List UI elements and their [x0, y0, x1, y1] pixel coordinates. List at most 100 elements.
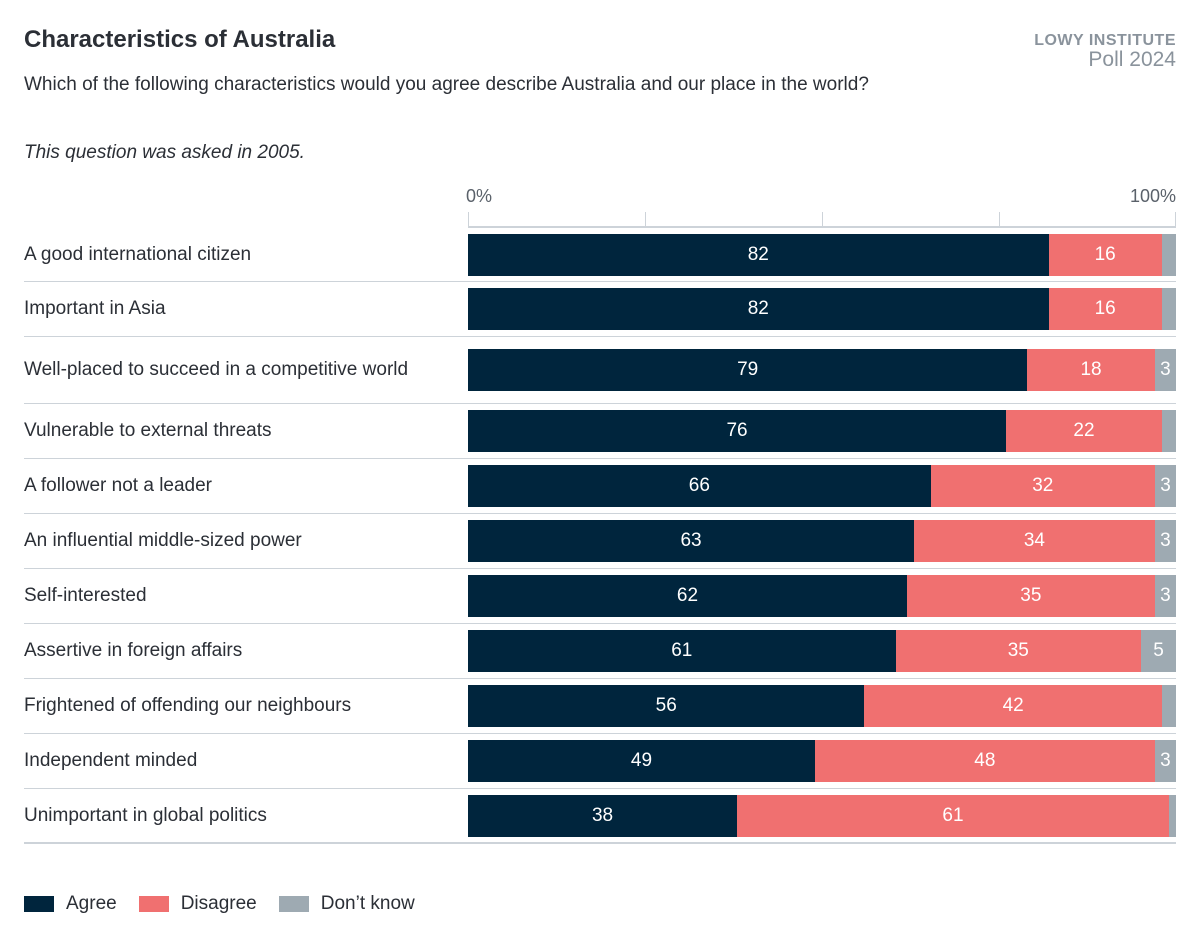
- bar-segment-disagree: 61: [737, 794, 1169, 837]
- bar-segment-disagree: 16: [1048, 233, 1162, 276]
- chart-row: An influential middle-sized power 63 34 3: [24, 514, 1176, 569]
- chart-row: Assertive in foreign affairs 61 35 5: [24, 624, 1176, 679]
- bar-segment-agree: 76: [468, 410, 1007, 452]
- bar-segment-dont-know: [1161, 685, 1176, 727]
- bar-segment-disagree: 42: [864, 685, 1162, 727]
- data-label: 49: [630, 750, 653, 771]
- stacked-bar: 79 18 3: [468, 349, 1176, 391]
- bar-segment-agree: 79: [468, 349, 1028, 391]
- bar-segment-dont-know: 3: [1154, 740, 1176, 782]
- data-label: 76: [726, 420, 748, 441]
- data-label: 42: [1002, 695, 1024, 716]
- data-label: 3: [1160, 530, 1171, 551]
- data-label: 16: [1094, 298, 1116, 319]
- category-label: Self-interested: [24, 585, 147, 606]
- tick-label-0: 0%: [466, 186, 493, 206]
- chart-note: This question was asked in 2005.: [24, 142, 305, 163]
- bar-segment-agree: 49: [468, 740, 815, 782]
- bar-segment-disagree: 35: [906, 575, 1155, 617]
- bar-segment-agree: 62: [468, 575, 907, 617]
- legend-swatch: [138, 896, 169, 912]
- brand-name: LOWY INSTITUTE: [1034, 32, 1176, 49]
- bar-segment-dont-know: [1161, 410, 1176, 452]
- category-label: A follower not a leader: [24, 475, 213, 496]
- data-label: 18: [1080, 359, 1102, 380]
- chart-row: A good international citizen 82 16: [24, 228, 1176, 282]
- data-label: 66: [688, 475, 710, 496]
- category-label: A good international citizen: [24, 243, 252, 265]
- data-label: 22: [1073, 420, 1095, 441]
- data-label: 82: [747, 298, 769, 319]
- bar-segment-agree: 56: [468, 685, 865, 727]
- data-label: 3: [1160, 585, 1171, 606]
- bar-segment-agree: 82: [468, 233, 1049, 276]
- category-label: An influential middle-sized power: [24, 530, 302, 551]
- chart-row: Unimportant in global politics 38 61: [24, 789, 1176, 844]
- data-label: 61: [942, 804, 964, 826]
- bar-segment-disagree: 48: [814, 740, 1155, 782]
- bar-segment-dont-know: 3: [1154, 465, 1176, 507]
- category-label: Independent minded: [24, 750, 198, 771]
- data-label: 56: [655, 695, 677, 716]
- legend-label: Don’t know: [320, 893, 415, 914]
- chart-subtitle: Which of the following characteristics w…: [24, 74, 869, 95]
- legend: Agree Disagree Don’t know: [24, 893, 437, 915]
- bar-segment-disagree: 16: [1048, 288, 1162, 330]
- chart-row: Well-placed to succeed in a competitive …: [24, 337, 1176, 404]
- data-label: 35: [1020, 585, 1042, 606]
- bar-segment-disagree: 18: [1027, 349, 1155, 391]
- data-label: 48: [974, 750, 996, 771]
- category-label: Assertive in foreign affairs: [24, 640, 243, 661]
- data-label: 61: [671, 640, 693, 661]
- brand-logo: LOWY INSTITUTE Poll 2024: [1034, 32, 1176, 70]
- stacked-bar: 38 61: [468, 794, 1176, 837]
- stacked-bar: 76 22: [468, 410, 1176, 452]
- stacked-bar: 82 16: [468, 233, 1176, 276]
- brand-poll: Poll 2024: [1088, 48, 1176, 71]
- data-label: 3: [1160, 475, 1171, 496]
- data-label: 16: [1094, 243, 1116, 265]
- stacked-bar: 63 34 3: [468, 520, 1176, 562]
- chart-row: Self-interested 62 35 3: [24, 569, 1176, 624]
- bar-segment-dont-know: 3: [1154, 349, 1176, 391]
- category-label: Well-placed to succeed in a competitive …: [24, 359, 409, 380]
- data-label: 63: [680, 530, 702, 551]
- bar-segment-disagree: 22: [1006, 410, 1162, 452]
- stacked-bar: 56 42: [468, 685, 1176, 727]
- bar-segment-dont-know: [1168, 794, 1176, 837]
- bar-segment-disagree: 35: [895, 630, 1141, 672]
- data-label: 38: [591, 804, 614, 826]
- category-label: Vulnerable to external threats: [24, 420, 272, 441]
- tick-50: [822, 212, 823, 226]
- stacked-bar: 82 16: [468, 288, 1176, 330]
- data-label: 5: [1153, 640, 1164, 661]
- stacked-bar: 62 35 3: [468, 575, 1176, 617]
- bar-segment-agree: 63: [468, 520, 915, 562]
- chart-rows: A good international citizen 82 16 Importan…: [24, 228, 1176, 844]
- bar-segment-dont-know: [1161, 233, 1176, 276]
- data-label: 79: [737, 359, 759, 380]
- tick-75: [999, 212, 1000, 226]
- tick-label-100: 100%: [1129, 186, 1176, 206]
- data-label: 34: [1023, 530, 1045, 551]
- chart-row: Important in Asia 82 16: [24, 282, 1176, 337]
- bar-segment-dont-know: 3: [1154, 520, 1176, 562]
- legend-item: Disagree: [138, 893, 257, 915]
- data-label: 3: [1160, 359, 1171, 380]
- chart-title: Characteristics of Australia: [24, 26, 336, 53]
- category-label: Unimportant in global politics: [24, 804, 267, 826]
- tick-25: [645, 212, 646, 226]
- legend-item: Agree: [24, 893, 117, 915]
- data-label: 32: [1032, 475, 1054, 496]
- stacked-bar: 66 32 3: [468, 465, 1176, 507]
- stacked-bar: 61 35 5: [468, 630, 1176, 672]
- chart-row: Vulnerable to external threats 76 22: [24, 404, 1176, 459]
- data-label: 62: [676, 585, 699, 606]
- chart-row: Independent minded 49 48 3: [24, 734, 1176, 789]
- bar-segment-dont-know: 3: [1154, 575, 1176, 617]
- bar-segment-agree: 82: [468, 288, 1049, 330]
- category-label: Frightened of offending our neighbours: [24, 695, 352, 716]
- legend-swatch: [278, 896, 309, 912]
- bar-segment-disagree: 34: [914, 520, 1155, 562]
- bar-segment-agree: 66: [468, 465, 931, 507]
